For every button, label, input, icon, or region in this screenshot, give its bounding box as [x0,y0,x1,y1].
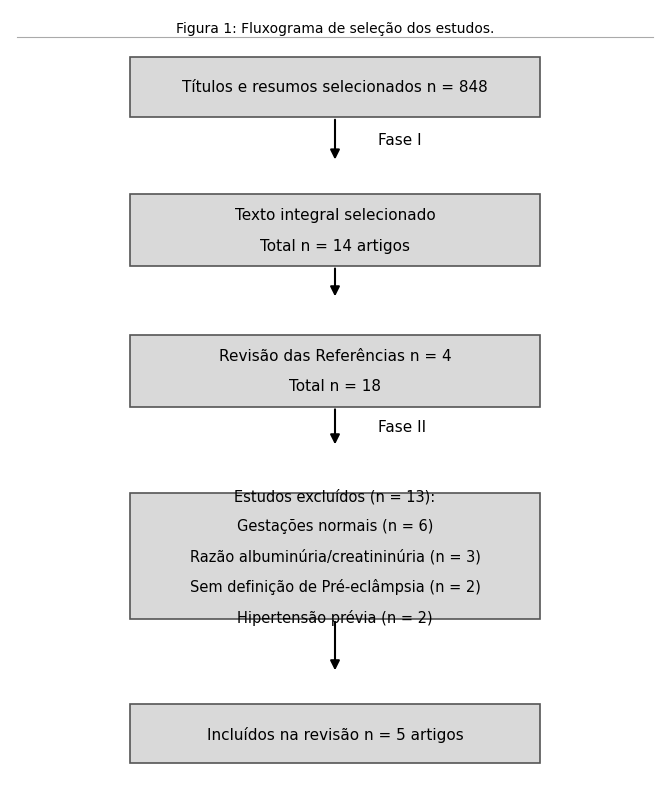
Text: Fase II: Fase II [378,420,426,434]
Text: Figura 1: Fluxograma de seleção dos estudos.: Figura 1: Fluxograma de seleção dos estu… [176,22,494,35]
FancyBboxPatch shape [130,195,540,267]
Text: Texto integral selecionado: Texto integral selecionado [234,208,436,223]
FancyBboxPatch shape [130,494,540,619]
Text: Revisão das Referências n = 4: Revisão das Referências n = 4 [218,349,452,364]
Text: Total n = 18: Total n = 18 [289,379,381,394]
Text: Hipertensão prévia (n = 2): Hipertensão prévia (n = 2) [237,609,433,625]
Text: Sem definição de Pré-eclâmpsia (n = 2): Sem definição de Pré-eclâmpsia (n = 2) [190,579,480,595]
Text: Total n = 14 artigos: Total n = 14 artigos [260,238,410,253]
Text: Gestações normais (n = 6): Gestações normais (n = 6) [237,519,433,534]
FancyBboxPatch shape [130,336,540,407]
FancyBboxPatch shape [130,704,540,764]
Text: Estudos excluídos (n = 13):: Estudos excluídos (n = 13): [234,488,436,503]
Text: Incluídos na revisão n = 5 artigos: Incluídos na revisão n = 5 artigos [206,726,464,742]
Text: Fase I: Fase I [378,133,421,148]
Text: Títulos e resumos selecionados n = 848: Títulos e resumos selecionados n = 848 [182,80,488,95]
FancyBboxPatch shape [130,58,540,117]
Text: Razão albuminúria/creatininúria (n = 3): Razão albuminúria/creatininúria (n = 3) [190,548,480,565]
